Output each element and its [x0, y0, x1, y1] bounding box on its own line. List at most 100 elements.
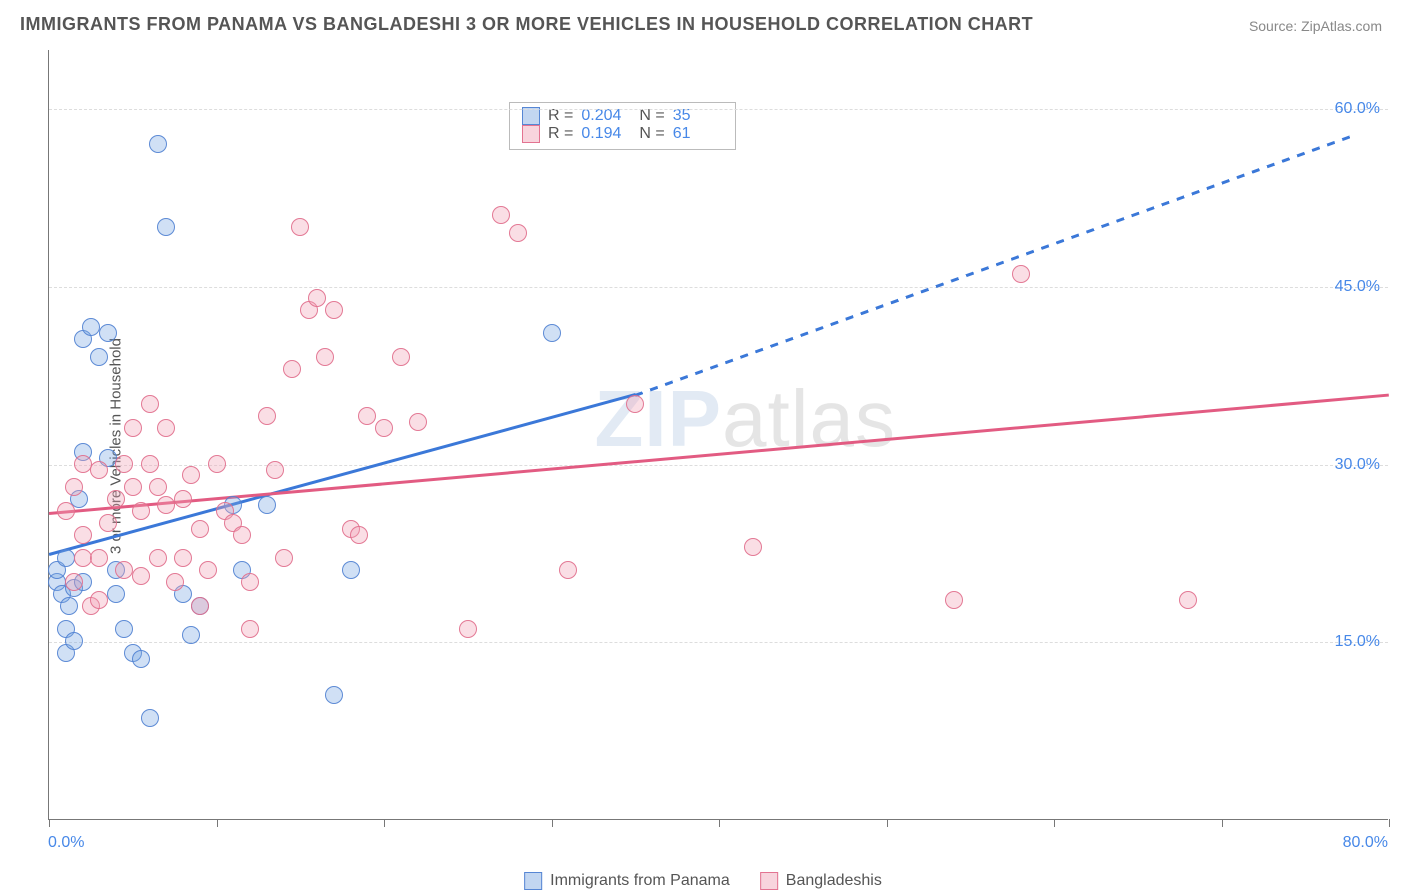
- data-point: [358, 407, 376, 425]
- legend-row-pink: R = 0.194 N = 61: [522, 125, 723, 143]
- data-point: [90, 591, 108, 609]
- gridline: [49, 642, 1388, 643]
- data-point: [60, 597, 78, 615]
- data-point: [409, 413, 427, 431]
- x-tick: [1389, 819, 1390, 827]
- data-point: [241, 573, 259, 591]
- x-tick: [217, 819, 218, 827]
- data-point: [99, 514, 117, 532]
- data-point: [99, 324, 117, 342]
- x-tick: [384, 819, 385, 827]
- x-tick: [1054, 819, 1055, 827]
- data-point: [132, 502, 150, 520]
- source-label: Source: ZipAtlas.com: [1249, 18, 1382, 34]
- data-point: [208, 455, 226, 473]
- r-value: 0.194: [581, 125, 631, 143]
- x-start-label: 0.0%: [48, 834, 84, 852]
- data-point: [492, 206, 510, 224]
- data-point: [90, 461, 108, 479]
- gridline: [49, 109, 1388, 110]
- data-point: [57, 502, 75, 520]
- data-point: [509, 224, 527, 242]
- data-point: [82, 318, 100, 336]
- x-tick: [719, 819, 720, 827]
- data-point: [266, 461, 284, 479]
- data-point: [1012, 265, 1030, 283]
- trend-line: [635, 133, 1356, 396]
- trend-line: [49, 394, 1389, 515]
- data-point: [1179, 591, 1197, 609]
- y-tick-label: 45.0%: [1335, 278, 1380, 296]
- data-point: [157, 218, 175, 236]
- gridline: [49, 465, 1388, 466]
- data-point: [308, 289, 326, 307]
- data-point: [182, 626, 200, 644]
- data-point: [74, 455, 92, 473]
- plot-area: ZIPatlas R = 0.204 N = 35 R = 0.194 N = …: [48, 50, 1388, 820]
- data-point: [157, 496, 175, 514]
- y-tick-label: 30.0%: [1335, 456, 1380, 474]
- data-point: [157, 419, 175, 437]
- legend-label: Bangladeshis: [786, 872, 882, 890]
- data-point: [115, 455, 133, 473]
- data-point: [174, 490, 192, 508]
- data-point: [291, 218, 309, 236]
- data-point: [350, 526, 368, 544]
- series-legend: Immigrants from Panama Bangladeshis: [524, 872, 882, 890]
- data-point: [132, 650, 150, 668]
- data-point: [141, 709, 159, 727]
- data-point: [199, 561, 217, 579]
- data-point: [275, 549, 293, 567]
- legend-label: Immigrants from Panama: [550, 872, 730, 890]
- swatch-pink-icon: [522, 125, 540, 143]
- data-point: [392, 348, 410, 366]
- chart-title: IMMIGRANTS FROM PANAMA VS BANGLADESHI 3 …: [20, 14, 1033, 35]
- data-point: [115, 620, 133, 638]
- data-point: [258, 407, 276, 425]
- data-point: [65, 573, 83, 591]
- data-point: [283, 360, 301, 378]
- x-tick: [1222, 819, 1223, 827]
- x-end-label: 80.0%: [1343, 834, 1388, 852]
- data-point: [149, 549, 167, 567]
- data-point: [124, 478, 142, 496]
- x-tick: [552, 819, 553, 827]
- data-point: [342, 561, 360, 579]
- r-label: R =: [548, 125, 573, 143]
- data-point: [166, 573, 184, 591]
- data-point: [90, 348, 108, 366]
- data-point: [241, 620, 259, 638]
- data-point: [115, 561, 133, 579]
- x-tick: [49, 819, 50, 827]
- data-point: [945, 591, 963, 609]
- data-point: [325, 686, 343, 704]
- data-point: [191, 597, 209, 615]
- data-point: [233, 526, 251, 544]
- data-point: [74, 526, 92, 544]
- data-point: [149, 135, 167, 153]
- y-tick-label: 15.0%: [1335, 633, 1380, 651]
- data-point: [149, 478, 167, 496]
- data-point: [543, 324, 561, 342]
- data-point: [626, 395, 644, 413]
- data-point: [132, 567, 150, 585]
- swatch-pink-icon: [760, 872, 778, 890]
- data-point: [258, 496, 276, 514]
- legend-item-panama: Immigrants from Panama: [524, 872, 730, 890]
- data-point: [65, 478, 83, 496]
- x-tick: [887, 819, 888, 827]
- data-point: [182, 466, 200, 484]
- data-point: [744, 538, 762, 556]
- data-point: [90, 549, 108, 567]
- data-point: [316, 348, 334, 366]
- data-point: [141, 455, 159, 473]
- data-point: [325, 301, 343, 319]
- data-point: [65, 632, 83, 650]
- data-point: [107, 490, 125, 508]
- data-point: [191, 520, 209, 538]
- legend-item-bangladeshi: Bangladeshis: [760, 872, 882, 890]
- n-value: 61: [673, 125, 723, 143]
- gridline: [49, 287, 1388, 288]
- data-point: [124, 419, 142, 437]
- data-point: [174, 549, 192, 567]
